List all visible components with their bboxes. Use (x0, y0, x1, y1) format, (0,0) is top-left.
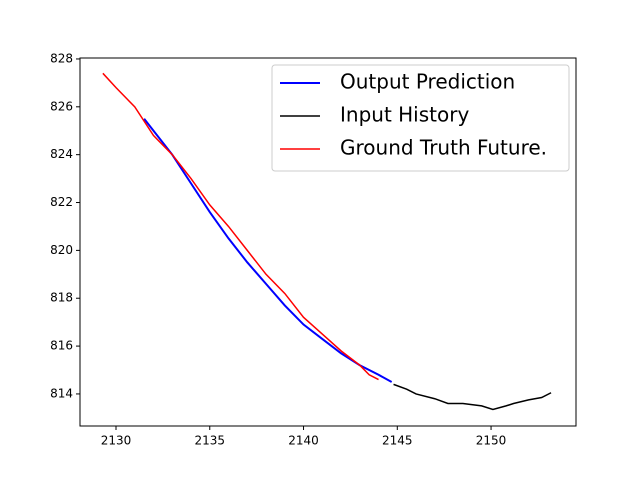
legend-label: Ground Truth Future. (340, 136, 547, 160)
x-tick-label: 2145 (382, 434, 413, 448)
legend-label: Input History (340, 103, 469, 127)
y-tick-label: 816 (50, 339, 73, 353)
y-tick-label: 822 (50, 195, 73, 209)
x-tick-label: 2140 (288, 434, 319, 448)
y-tick-label: 826 (50, 99, 73, 113)
y-tick-label: 814 (50, 386, 73, 400)
x-tick-label: 2130 (101, 434, 132, 448)
x-tick-label: 2135 (194, 434, 225, 448)
y-tick-label: 820 (50, 243, 73, 257)
series-line (102, 72, 379, 381)
y-tick-label: 818 (50, 291, 73, 305)
x-tick-label: 2150 (476, 434, 507, 448)
legend-frame (271, 64, 570, 172)
series-line (393, 383, 552, 411)
legend-label: Output Prediction (340, 70, 515, 94)
legend: Output Prediction Input History Ground Tru… (271, 64, 570, 172)
y-tick-label: 828 (50, 51, 73, 65)
y-tick-label: 824 (50, 147, 73, 161)
plot-frame (79, 57, 577, 427)
